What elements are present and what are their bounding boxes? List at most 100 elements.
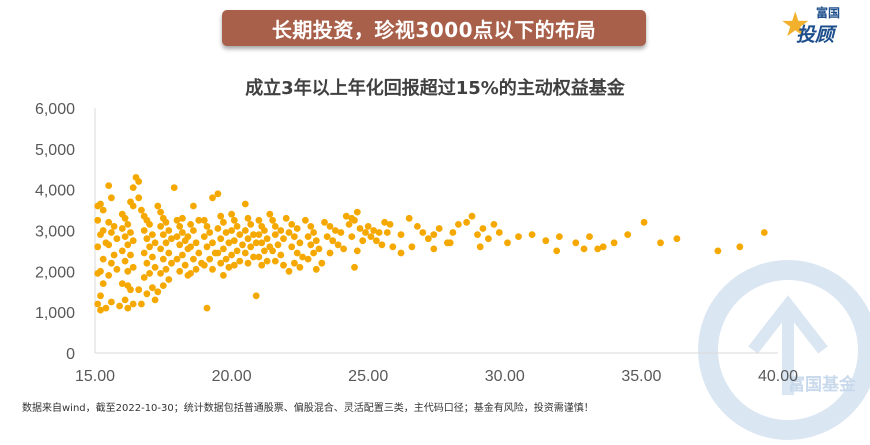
scatter-chart: 0 1,000 2,000 3,000 4,000 5,000 6,000 15.00 20.0… (35, 101, 798, 385)
data-point (220, 218, 227, 226)
data-point (179, 251, 186, 259)
footnote: 数据来自wind，截至2022-10-30；统计数据包括普通股票、偏股混合、灵活… (22, 403, 594, 414)
data-point (299, 253, 306, 261)
data-point (326, 223, 334, 230)
data-point (239, 241, 246, 249)
data-point (151, 296, 159, 304)
data-point (386, 221, 394, 228)
data-point (200, 233, 208, 241)
data-point (138, 300, 145, 308)
data-point (157, 245, 165, 253)
data-point (149, 284, 156, 292)
data-point (271, 257, 279, 265)
data-point (124, 282, 132, 289)
data-point (113, 235, 121, 243)
data-point (192, 239, 200, 247)
data-point (419, 229, 427, 236)
data-point (288, 221, 296, 228)
data-point (165, 227, 173, 234)
data-point (146, 243, 154, 251)
data-point (318, 259, 326, 267)
data-point (367, 233, 375, 241)
data-point (97, 231, 104, 239)
x-tick-label: 40.00 (758, 368, 798, 385)
data-point (209, 239, 216, 247)
data-point (168, 235, 175, 243)
data-point (381, 218, 388, 226)
data-point (337, 229, 345, 236)
data-point (504, 239, 511, 247)
logo-main-text: 投顾 (796, 24, 835, 46)
data-point (397, 231, 405, 239)
data-point (277, 227, 285, 234)
data-point (94, 243, 102, 251)
data-point (203, 223, 211, 230)
data-point (217, 212, 225, 220)
logo-top-text: 富国 (816, 6, 841, 20)
y-tick-label: 3,000 (35, 224, 75, 241)
data-point (157, 270, 165, 277)
data-point (203, 243, 211, 251)
data-point (244, 235, 252, 243)
data-point (97, 306, 104, 314)
data-point (230, 237, 238, 245)
data-point (173, 233, 181, 241)
data-point (154, 202, 162, 210)
data-point (214, 225, 222, 232)
data-point (446, 239, 454, 247)
data-point (203, 304, 211, 312)
data-point (255, 216, 263, 224)
data-point (190, 202, 197, 210)
header-banner: 长期投资，珍视3000点以下的布局 (222, 10, 646, 46)
x-tick-label: 15.00 (75, 368, 115, 385)
data-point (714, 247, 722, 255)
data-point (187, 243, 195, 251)
data-point (408, 243, 416, 251)
data-point (124, 241, 132, 249)
data-point (657, 239, 664, 247)
data-point (200, 216, 208, 224)
data-point (586, 233, 593, 241)
data-point (121, 214, 129, 222)
data-point (255, 231, 263, 239)
data-point (121, 257, 129, 265)
data-point (129, 263, 137, 271)
data-point (143, 235, 151, 243)
data-point (140, 274, 148, 281)
data-point (236, 257, 244, 265)
data-point (323, 233, 331, 241)
data-point (353, 247, 361, 255)
data-point (181, 261, 189, 269)
data-point (159, 282, 167, 289)
data-point (173, 216, 181, 224)
data-point (108, 298, 115, 306)
data-point (334, 241, 342, 249)
data-point (293, 249, 301, 257)
data-point (373, 237, 380, 245)
data-point (307, 241, 315, 249)
data-point (162, 218, 170, 226)
data-point (108, 259, 115, 267)
data-point (110, 251, 118, 259)
data-point (222, 255, 230, 263)
watermark-text: 富国基金 (788, 375, 856, 395)
data-point (195, 216, 203, 224)
data-point (162, 239, 170, 247)
data-point (108, 229, 115, 236)
data-point (310, 249, 317, 257)
star-icon: ★ (780, 6, 811, 44)
data-point (455, 221, 462, 228)
data-point (179, 214, 186, 222)
data-point (97, 292, 104, 300)
data-point (282, 214, 290, 222)
x-tick-label: 30.00 (485, 368, 525, 385)
y-tick-label: 1,000 (35, 305, 75, 322)
data-point (225, 263, 233, 271)
y-tick-label: 2,000 (35, 264, 75, 281)
data-point (329, 237, 337, 245)
data-point (310, 229, 317, 236)
data-point (108, 194, 115, 202)
data-point (118, 225, 126, 232)
data-point (233, 223, 241, 230)
data-point (162, 265, 170, 273)
